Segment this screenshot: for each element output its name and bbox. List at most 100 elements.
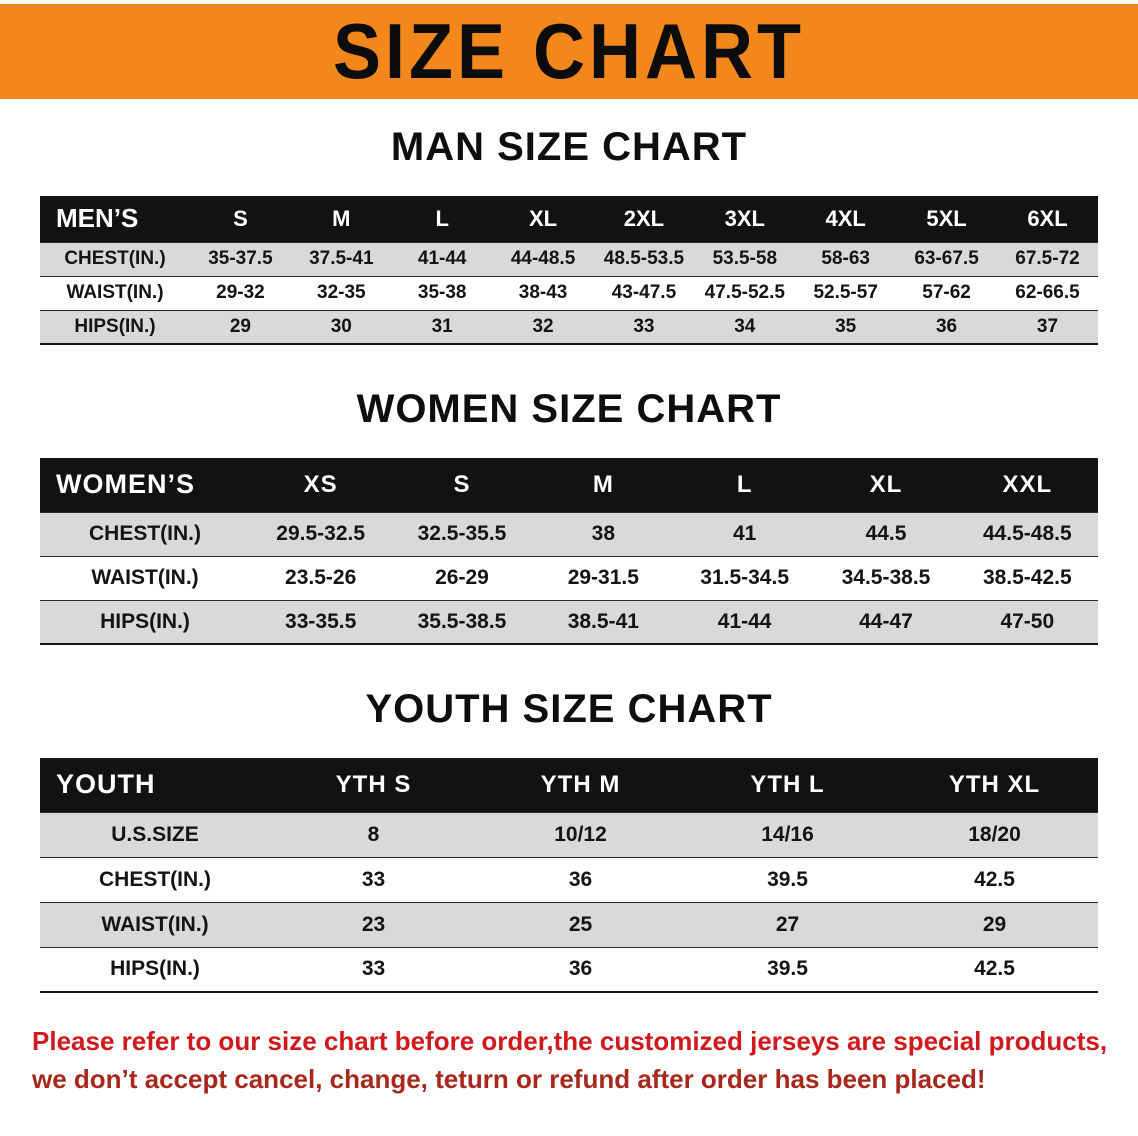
size-value: 63-67.5 — [914, 248, 979, 269]
size-column-header: L — [673, 458, 816, 512]
size-value: 31.5-34.5 — [700, 566, 790, 589]
table-header-row: MEN’S S M L XL 2XL 3XL 4XL 5XL 6XL — [40, 196, 1098, 242]
size-column-header: S — [391, 458, 533, 512]
size-column-header: YTH L — [684, 758, 891, 812]
size-column-header: M — [290, 196, 392, 242]
size-value: 10/12 — [554, 822, 607, 846]
size-value: 41 — [732, 522, 757, 545]
size-value: 32-35 — [317, 282, 366, 303]
size-value: 62-66.5 — [1015, 282, 1080, 303]
disclaimer-note: Please refer to our size chart before or… — [32, 1023, 1138, 1098]
table-title-cell: YOUTH — [40, 758, 270, 812]
size-value: 42.5 — [974, 867, 1015, 891]
measurement-row: HIPS(IN.) 33 36 39.5 42.5 — [40, 947, 1098, 992]
size-column-header: XS — [250, 458, 392, 512]
measurement-row: CHEST(IN.) 35-37.5 37.5-41 41-44 44-48.5 48.5… — [40, 242, 1098, 276]
size-value: 47-50 — [1000, 609, 1055, 633]
measurement-row: WAIST(IN.) 23.5-26 26-29 29-31.5 31.5-34.5 34… — [40, 556, 1098, 600]
row-label: WAIST(IN.) — [101, 912, 209, 936]
size-value: 39.5 — [767, 957, 808, 981]
size-value: 33 — [633, 315, 655, 337]
disclaimer-line-2: we don’t accept cancel, change, teturn o… — [32, 1063, 986, 1094]
size-value: 34 — [734, 315, 756, 337]
size-value: 29 — [982, 912, 1007, 936]
size-value: 34.5-38.5 — [841, 566, 931, 589]
size-value: 53.5-58 — [712, 248, 778, 269]
row-label: CHEST(IN.) — [64, 248, 166, 269]
size-value: 31 — [431, 315, 453, 337]
row-label: CHEST(IN.) — [89, 522, 201, 545]
size-value: 58-63 — [821, 248, 870, 269]
size-value: 41-44 — [417, 248, 467, 269]
size-column-header: 4XL — [795, 196, 897, 242]
size-value: 47.5-52.5 — [704, 282, 785, 303]
size-value: 8 — [367, 822, 380, 846]
size-value: 29-31.5 — [567, 566, 639, 589]
banner-title: SIZE CHART — [333, 8, 805, 95]
size-value: 38 — [591, 522, 615, 545]
row-label: CHEST(IN.) — [99, 867, 211, 891]
size-column-header: L — [391, 196, 493, 242]
measurement-row: CHEST(IN.) 33 36 39.5 42.5 — [40, 857, 1098, 902]
size-value: 41-44 — [717, 609, 772, 633]
size-value: 29-32 — [216, 282, 265, 303]
size-value: 35.5-38.5 — [417, 609, 507, 633]
size-value: 37 — [1036, 315, 1059, 337]
disclaimer-line-1: Please refer to our size chart before or… — [32, 1026, 1108, 1056]
women-size-section: WOMEN SIZE CHART WOMEN’S XS S M L XL XXL CHEST(… — [0, 387, 1138, 645]
size-value: 38-43 — [518, 282, 568, 303]
size-value: 23 — [361, 912, 386, 936]
size-column-header: YTH XL — [891, 758, 1098, 812]
size-column-header: XXL — [956, 458, 1098, 512]
size-column-header: 3XL — [694, 196, 796, 242]
row-label: HIPS(IN.) — [74, 315, 156, 337]
youth-section-heading: YOUTH SIZE CHART — [365, 687, 773, 731]
size-value: 30 — [330, 315, 352, 337]
size-value: 33 — [361, 867, 386, 891]
size-value: 36 — [568, 867, 593, 891]
women-section-heading: WOMEN SIZE CHART — [356, 387, 782, 431]
size-value: 35-37.5 — [208, 248, 273, 269]
row-label: U.S.SIZE — [111, 822, 199, 846]
youth-size-table: YOUTH YTH S YTH M YTH L YTH XL U.S.SIZE 8 10/12… — [40, 758, 1098, 993]
size-chart-banner: SIZE CHART — [0, 4, 1138, 99]
size-column-header: 5XL — [896, 196, 997, 242]
size-value: 33-35.5 — [285, 609, 357, 633]
size-value: 44.5-48.5 — [982, 522, 1072, 545]
size-value: 38.5-41 — [567, 609, 639, 633]
row-label: WAIST(IN.) — [66, 282, 164, 303]
men-size-table: MEN’S S M L XL 2XL 3XL 4XL 5XL 6XL CHEST(IN.) 35-37… — [40, 196, 1098, 345]
size-column-header: S — [190, 196, 291, 242]
size-column-header: 2XL — [593, 196, 695, 242]
size-column-header: M — [532, 458, 674, 512]
size-value: 27 — [775, 912, 800, 936]
size-value: 43-47.5 — [611, 282, 677, 303]
measurement-row: HIPS(IN.) 33-35.5 35.5-38.5 38.5-41 41-44 44-… — [40, 600, 1098, 644]
size-value: 44-48.5 — [510, 248, 576, 269]
size-value: 26-29 — [435, 566, 489, 589]
size-value: 14/16 — [761, 822, 814, 846]
size-value: 37.5-41 — [309, 248, 374, 269]
size-value: 44-47 — [859, 609, 913, 633]
size-value: 52.5-57 — [813, 282, 878, 303]
size-value: 35-38 — [417, 282, 467, 303]
size-value: 18/20 — [968, 822, 1021, 846]
size-value: 36 — [935, 315, 958, 337]
size-value: 35 — [835, 315, 857, 337]
men-section-heading: MAN SIZE CHART — [390, 125, 748, 169]
table-header-row: WOMEN’S XS S M L XL XXL — [40, 458, 1098, 512]
measurement-row: WAIST(IN.) 23 25 27 29 — [40, 902, 1098, 947]
women-size-table: WOMEN’S XS S M L XL XXL CHEST(IN.) 29.5-32.5 32.5… — [40, 458, 1098, 645]
size-value: 42.5 — [974, 957, 1015, 981]
size-column-header: 6XL — [997, 196, 1098, 242]
measurement-row: WAIST(IN.) 29-32 32-35 35-38 38-43 43-47.5 47.… — [40, 276, 1098, 310]
size-value: 29.5-32.5 — [276, 522, 366, 545]
size-column-header: XL — [492, 196, 594, 242]
size-value: 38.5-42.5 — [982, 566, 1072, 589]
size-value: 25 — [568, 912, 593, 936]
youth-size-section: YOUTH SIZE CHART YOUTH YTH S YTH M YTH L YTH… — [0, 687, 1138, 993]
measurement-row: U.S.SIZE 8 10/12 14/16 18/20 — [40, 812, 1098, 857]
size-value: 67.5-72 — [1015, 248, 1080, 269]
size-value: 57-62 — [922, 282, 971, 303]
size-column-header: YTH S — [270, 758, 477, 812]
